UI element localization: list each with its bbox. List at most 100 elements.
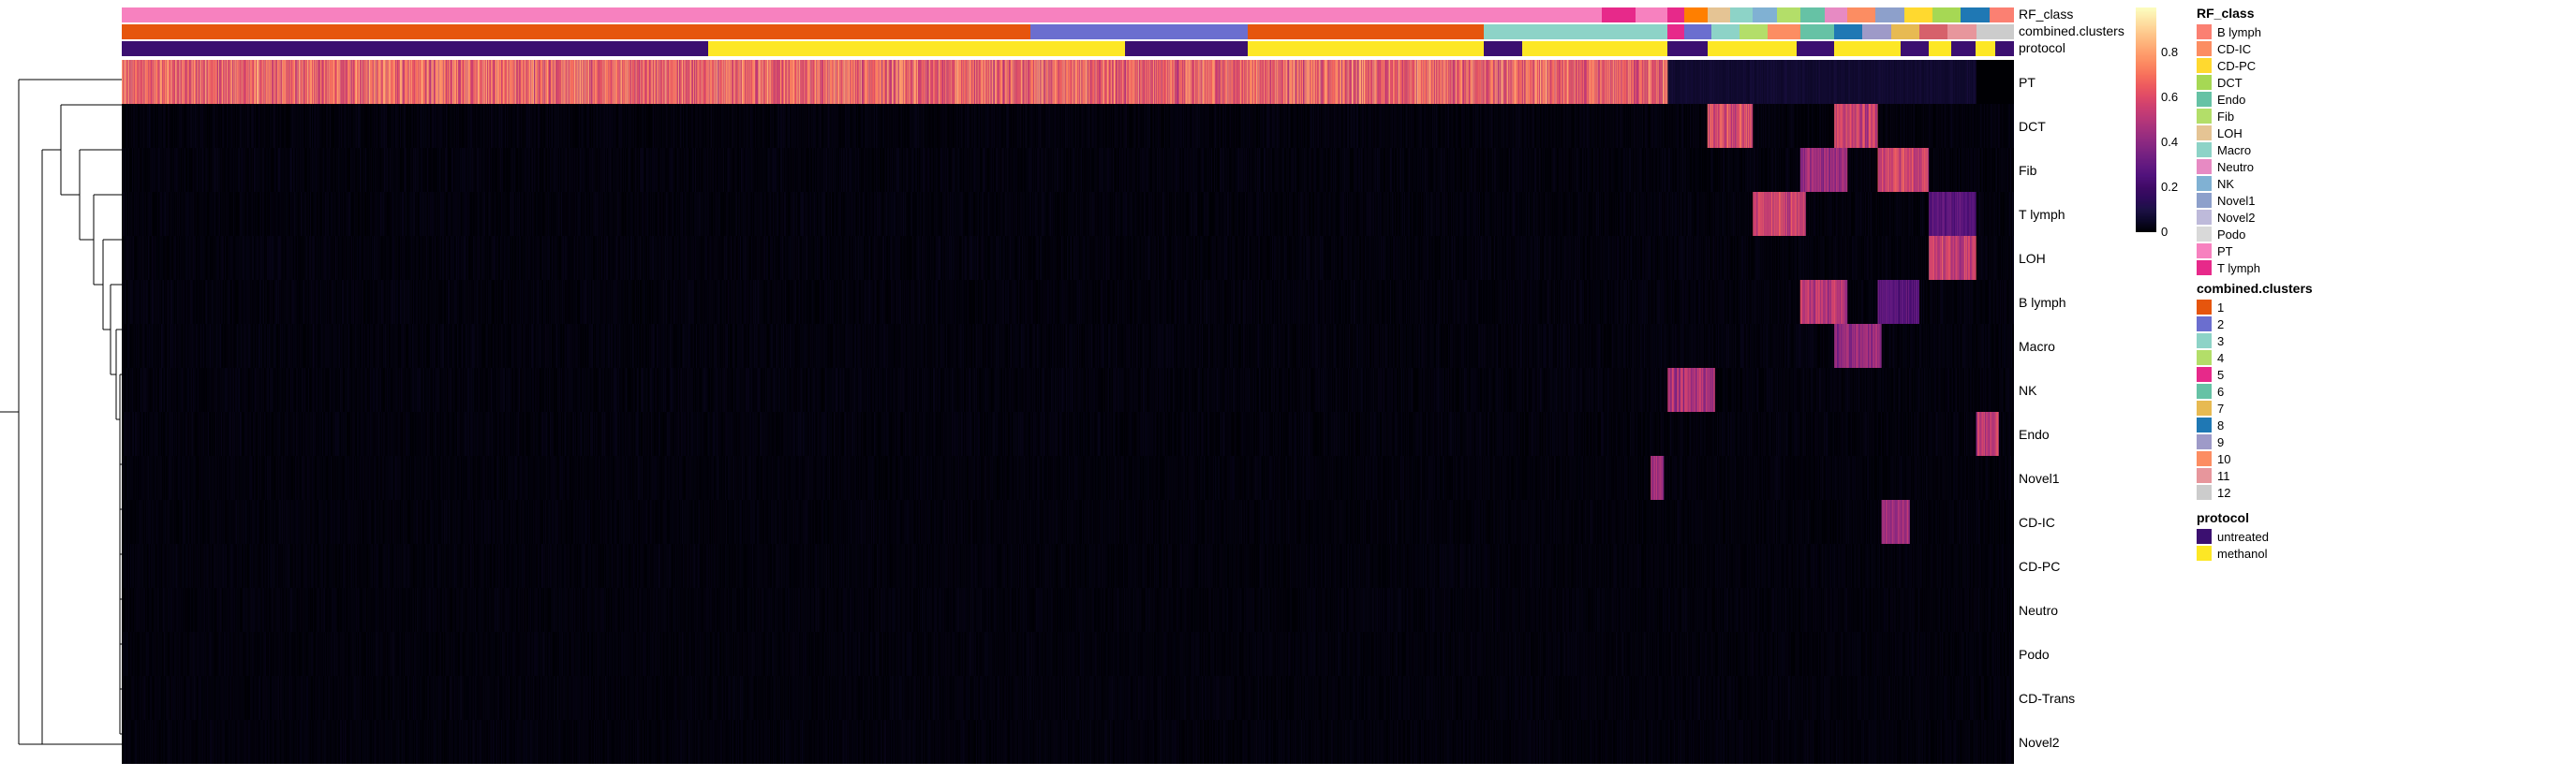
- legend-item-clusters: 9: [2197, 434, 2224, 449]
- annot-seg: [1932, 7, 1961, 22]
- legend-label: Macro: [2217, 143, 2251, 157]
- annot-seg: [1875, 7, 1903, 22]
- heatmap-row-CD-PC: [122, 544, 2014, 588]
- legend-label: B lymph: [2217, 25, 2261, 39]
- annot-seg: [1753, 7, 1777, 22]
- annot-seg: [1708, 41, 1769, 56]
- annot-seg: [1990, 7, 2014, 22]
- legend-label: Endo: [2217, 93, 2245, 107]
- legend-label: 4: [2217, 351, 2224, 365]
- annot-seg: [1951, 41, 1976, 56]
- legend-item-rf_class: Podo: [2197, 227, 2245, 242]
- annot-seg: [1730, 7, 1753, 22]
- annot-seg: [1684, 7, 1707, 22]
- annot-seg: [1684, 24, 1710, 39]
- legend-swatch: [2197, 546, 2212, 561]
- legend-label: 2: [2217, 317, 2224, 331]
- legend-swatch: [2197, 142, 2212, 157]
- row-label-Fib: Fib: [2019, 163, 2036, 178]
- legend-swatch: [2197, 350, 2212, 365]
- legend-item-clusters: 4: [2197, 350, 2224, 365]
- legend-item-protocol: methanol: [2197, 546, 2267, 561]
- legend-swatch: [2197, 451, 2212, 466]
- legend-swatch: [2197, 92, 2212, 107]
- heatmap-row-PT: [122, 60, 2014, 104]
- legend-item-rf_class: NK: [2197, 176, 2234, 191]
- annot-seg: [1484, 24, 1667, 39]
- row-label-Novel1: Novel1: [2019, 471, 2060, 486]
- row-label-T lymph: T lymph: [2019, 207, 2065, 222]
- heatmap-figure: RF_classcombined.clustersprotocolPTDCTFi…: [0, 0, 2576, 777]
- heatmap-row-DCT: [122, 104, 2014, 148]
- row-label-DCT: DCT: [2019, 119, 2046, 134]
- heatmap-row-B lymph: [122, 280, 2014, 324]
- legend-swatch: [2197, 316, 2212, 331]
- annot-seg: [122, 41, 708, 56]
- annot-seg: [1976, 41, 1994, 56]
- legend-swatch: [2197, 367, 2212, 382]
- annot-seg: [1484, 41, 1521, 56]
- legend-item-clusters: 2: [2197, 316, 2224, 331]
- heatmap-row-T lymph: [122, 192, 2014, 236]
- legend-swatch: [2197, 243, 2212, 258]
- annot-seg: [1667, 7, 1684, 22]
- legend-label: NK: [2217, 177, 2234, 191]
- legend-label: 1: [2217, 301, 2224, 315]
- legend-label: untreated: [2217, 530, 2269, 544]
- legend-label: Novel2: [2217, 211, 2255, 225]
- legend-swatch: [2197, 418, 2212, 432]
- legend-label: Podo: [2217, 227, 2245, 242]
- annot-seg: [122, 7, 1602, 22]
- heatmap-row-NK: [122, 368, 2014, 412]
- legend-label: Neutro: [2217, 160, 2254, 174]
- annot-seg: [1602, 7, 1636, 22]
- legend-swatch: [2197, 227, 2212, 242]
- annot-seg: [1862, 24, 1890, 39]
- heatmap-row-Neutro: [122, 588, 2014, 632]
- legend-label: 10: [2217, 452, 2230, 466]
- annot-seg: [1919, 24, 1947, 39]
- annotation-track-protocol: [122, 41, 2014, 56]
- annot-seg: [1891, 24, 1919, 39]
- row-label-Endo: Endo: [2019, 427, 2050, 442]
- annot-seg: [1834, 24, 1862, 39]
- legend-item-clusters: 8: [2197, 418, 2224, 432]
- heatmap-row-CD-Trans: [122, 676, 2014, 720]
- row-label-Neutro: Neutro: [2019, 603, 2058, 618]
- colorbar: [2136, 7, 2156, 232]
- heatmap-row-Fib: [122, 148, 2014, 192]
- legend-swatch: [2197, 41, 2212, 56]
- annot-seg: [1825, 7, 1847, 22]
- colorbar-tick: 0.4: [2161, 135, 2178, 149]
- legend-swatch: [2197, 58, 2212, 73]
- row-label-LOH: LOH: [2019, 251, 2046, 266]
- legend-swatch: [2197, 401, 2212, 416]
- row-label-CD-PC: CD-PC: [2019, 559, 2060, 574]
- legend-label: CD-IC: [2217, 42, 2251, 56]
- annot-seg: [1768, 41, 1796, 56]
- legend-swatch: [2197, 434, 2212, 449]
- annot-seg: [708, 41, 1029, 56]
- legend-item-clusters: 6: [2197, 384, 2224, 399]
- legend-item-rf_class: Macro: [2197, 142, 2251, 157]
- legend-item-clusters: 12: [2197, 485, 2230, 500]
- legend-item-rf_class: Neutro: [2197, 159, 2254, 174]
- legend-label: 6: [2217, 385, 2224, 399]
- annot-label-protocol: protocol: [2019, 40, 2065, 55]
- legend-item-rf_class: LOH: [2197, 125, 2243, 140]
- legend-swatch: [2197, 260, 2212, 275]
- annot-seg: [1708, 7, 1730, 22]
- legend-item-clusters: 7: [2197, 401, 2224, 416]
- annot-seg: [1711, 24, 1740, 39]
- legend-title-rf_class: RF_class: [2197, 6, 2254, 21]
- annot-seg: [1995, 41, 2014, 56]
- row-label-Novel2: Novel2: [2019, 735, 2060, 750]
- legend-swatch: [2197, 193, 2212, 208]
- legend-swatch: [2197, 333, 2212, 348]
- legend-item-rf_class: CD-IC: [2197, 41, 2251, 56]
- legend-item-clusters: 3: [2197, 333, 2224, 348]
- legend-label: 9: [2217, 435, 2224, 449]
- row-label-B lymph: B lymph: [2019, 295, 2066, 310]
- annot-seg: [1667, 41, 1707, 56]
- annot-seg: [1740, 24, 1768, 39]
